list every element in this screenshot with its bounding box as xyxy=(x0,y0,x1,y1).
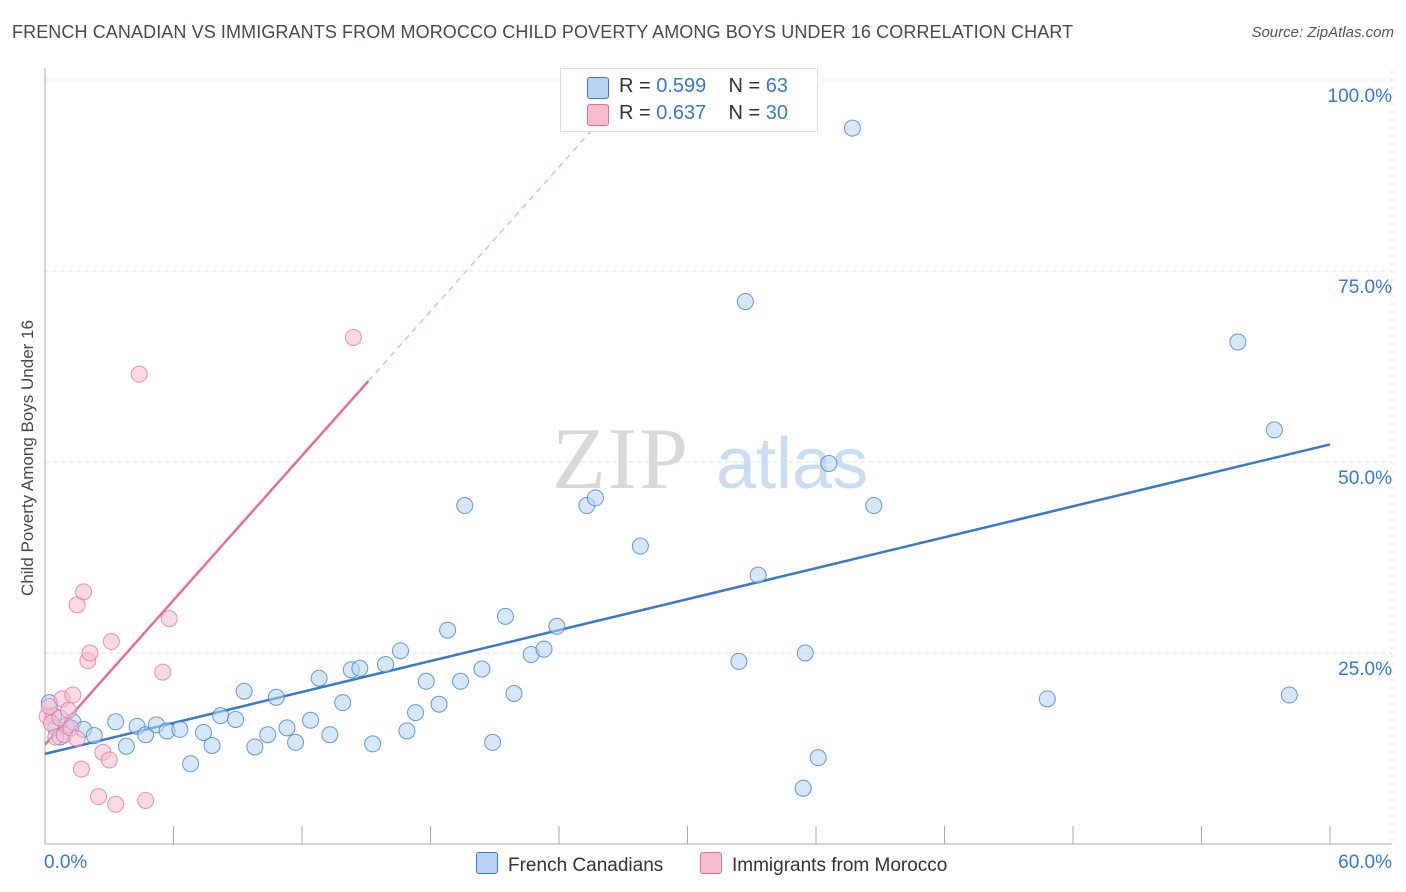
chart-title: FRENCH CANADIAN VS IMMIGRANTS FROM MOROC… xyxy=(12,22,1074,42)
point-morocco xyxy=(107,795,125,813)
point-french-canadians xyxy=(85,727,103,745)
point-french-canadians xyxy=(182,755,200,773)
point-french-canadians xyxy=(548,617,566,635)
point-french-canadians xyxy=(1265,421,1283,439)
point-morocco xyxy=(160,610,178,628)
watermark: ZIP atlas xyxy=(552,411,868,508)
trendline-french-canadians xyxy=(44,443,1331,756)
point-french-canadians xyxy=(351,659,369,677)
legend-stats-morocco: R = 0.637 N = 30 xyxy=(619,102,789,124)
point-french-canadians xyxy=(749,566,767,584)
point-french-canadians xyxy=(631,537,649,555)
point-french-canadians xyxy=(505,684,523,702)
point-french-canadians xyxy=(809,749,827,767)
point-morocco xyxy=(72,760,90,778)
y-tick-label-50: 50.0% xyxy=(1338,468,1392,489)
point-french-canadians xyxy=(117,737,135,755)
y-tick-label-75: 75.0% xyxy=(1338,277,1392,298)
point-french-canadians xyxy=(1229,333,1247,351)
watermark-zip: ZIP xyxy=(552,411,690,508)
point-morocco xyxy=(75,583,93,601)
point-morocco xyxy=(154,663,172,681)
point-french-canadians xyxy=(439,621,457,639)
point-french-canadians xyxy=(194,723,212,741)
point-french-canadians xyxy=(278,719,296,737)
point-french-canadians xyxy=(430,695,448,713)
point-morocco xyxy=(137,791,155,809)
point-french-canadians xyxy=(407,704,425,722)
trend-lines xyxy=(44,120,1331,756)
point-french-canadians xyxy=(730,652,748,670)
point-morocco xyxy=(40,697,58,715)
point-morocco xyxy=(68,730,86,748)
point-french-canadians xyxy=(398,722,416,740)
trendline-morocco xyxy=(44,380,370,746)
point-french-canadians xyxy=(1280,686,1298,704)
bottom-legend-label-morocco: Immigrants from Morocco xyxy=(732,855,948,876)
point-french-canadians xyxy=(796,644,814,662)
data-points xyxy=(38,119,1298,813)
point-french-canadians xyxy=(171,720,189,738)
trendline-morocco-extension xyxy=(367,120,601,382)
bottom-legend-swatch-pink xyxy=(700,852,722,874)
point-french-canadians xyxy=(364,735,382,753)
point-french-canadians xyxy=(267,688,285,706)
point-french-canadians xyxy=(107,713,125,731)
point-french-canadians xyxy=(456,497,474,515)
point-french-canadians xyxy=(535,640,553,658)
point-morocco xyxy=(90,788,108,806)
point-french-canadians xyxy=(473,660,491,678)
bottom-legend-swatch-blue xyxy=(476,852,498,874)
point-morocco xyxy=(64,686,82,704)
x-tick-label-min: 0.0% xyxy=(44,852,88,873)
point-french-canadians xyxy=(451,672,469,690)
point-french-canadians xyxy=(235,682,253,700)
point-french-canadians xyxy=(302,711,320,729)
point-french-canadians xyxy=(137,726,155,744)
y-tick-label-100: 100.0% xyxy=(1327,86,1392,107)
point-french-canadians xyxy=(392,642,410,660)
x-tick-label-max: 60.0% xyxy=(1338,852,1392,873)
source-label: Source: ZipAtlas.com xyxy=(1251,24,1394,41)
point-french-canadians xyxy=(794,779,812,797)
point-morocco xyxy=(100,751,118,769)
point-french-canadians xyxy=(259,726,277,744)
point-morocco xyxy=(60,701,78,719)
legend-item-morocco: Immigrants from Morocco xyxy=(700,852,947,877)
point-french-canadians xyxy=(334,694,352,712)
correlation-legend: R = 0.599 N = 63 R = 0.637 N = 30 xyxy=(560,68,818,132)
point-french-canadians xyxy=(321,726,339,744)
bottom-legend-label-french-canadians: French Canadians xyxy=(508,855,664,876)
point-morocco xyxy=(130,365,148,383)
point-french-canadians xyxy=(227,710,245,728)
point-french-canadians xyxy=(820,455,838,473)
point-french-canadians xyxy=(1038,690,1056,708)
point-french-canadians xyxy=(736,293,754,311)
legend-swatch-pink xyxy=(587,104,609,126)
watermark-atlas: atlas xyxy=(716,424,868,504)
point-french-canadians xyxy=(212,707,230,725)
point-french-canadians xyxy=(287,733,305,751)
point-morocco xyxy=(344,328,362,346)
legend-stats-french-canadians: R = 0.599 N = 63 xyxy=(619,75,789,97)
point-french-canadians xyxy=(310,669,328,687)
point-french-canadians xyxy=(377,655,395,673)
point-morocco xyxy=(81,644,99,662)
point-french-canadians xyxy=(246,738,264,756)
point-french-canadians xyxy=(484,733,502,751)
point-french-canadians xyxy=(865,497,883,515)
point-french-canadians xyxy=(417,672,435,690)
point-french-canadians xyxy=(203,736,221,754)
point-french-canadians xyxy=(843,119,861,137)
y-tick-label-25: 25.0% xyxy=(1338,659,1392,680)
point-french-canadians xyxy=(496,607,514,625)
legend-item-french-canadians: French Canadians xyxy=(476,852,663,877)
point-french-canadians xyxy=(586,489,604,507)
grid-lines xyxy=(45,70,1393,844)
point-morocco xyxy=(102,633,120,651)
legend-swatch-blue xyxy=(587,77,609,99)
